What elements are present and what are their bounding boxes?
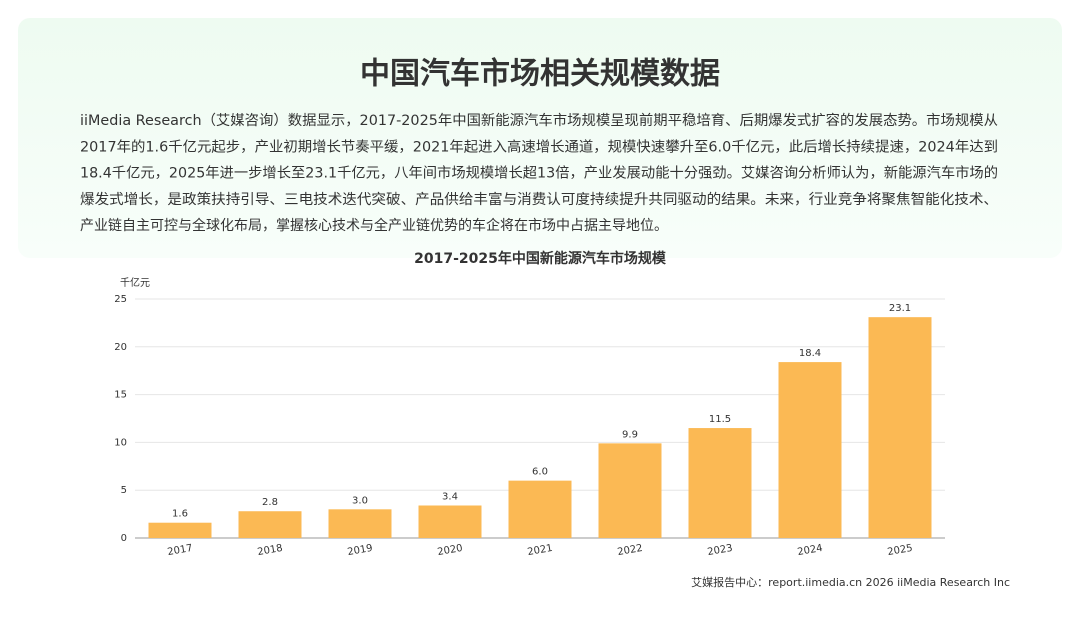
x-tick-label: 2025: [887, 543, 914, 558]
value-label: 18.4: [799, 348, 821, 359]
x-tick-label: 2020: [437, 543, 464, 558]
bar: [238, 511, 302, 538]
x-tick-label: 2019: [347, 543, 374, 558]
value-label: 11.5: [709, 414, 731, 425]
bar: [688, 428, 752, 538]
bar: [328, 509, 392, 538]
x-tick-label: 2017: [167, 543, 194, 558]
heading: 中国汽车市场相关规模数据: [360, 57, 720, 92]
value-label: 23.1: [889, 303, 911, 314]
value-label: 3.4: [442, 491, 458, 502]
paragraph-line: 爆发式增长，是政策扶持引导、三电技术迭代突破、产品供给丰富与消费认可度持续提升共…: [80, 191, 998, 208]
bar: [598, 443, 662, 538]
paragraph-line: 2017年的1.6千亿元起步，产业初期增长节奏平缓，2021年起进入高速增长通道…: [80, 138, 998, 155]
x-tick-label: 2023: [707, 543, 734, 558]
value-label: 6.0: [532, 467, 548, 478]
x-tick-label: 2021: [527, 543, 554, 558]
value-label: 3.0: [352, 495, 368, 506]
paragraph: iiMedia Research（艾媒咨询）数据显示，2017-2025年中国新…: [80, 112, 998, 234]
bar: [868, 317, 932, 538]
y-tick-label: 10: [114, 437, 127, 448]
x-tick-label: 2022: [617, 543, 644, 558]
y-unit: 千亿元: [120, 276, 150, 289]
x-tick-label: 2024: [797, 543, 824, 558]
chart-title: 2017-2025年中国新能源汽车市场规模: [414, 250, 667, 267]
bar: [418, 505, 482, 538]
bar: [148, 522, 212, 538]
y-tick-label: 15: [114, 390, 127, 401]
source: 艾媒报告中心：report.iimedia.cn 2026 iiMedia Re…: [691, 575, 1010, 589]
y-tick-label: 20: [114, 342, 127, 353]
y-tick-label: 25: [114, 294, 127, 305]
header-panel: [18, 18, 1062, 258]
bar: [508, 480, 572, 538]
paragraph-line: 产业链自主可控与全球化布局，掌握核心技术与全产业链优势的车企将在市场中占据主导地…: [80, 217, 668, 234]
bar: [778, 362, 842, 538]
value-label: 9.9: [622, 429, 638, 440]
y-tick-label: 5: [121, 485, 127, 496]
value-label: 2.8: [262, 497, 278, 508]
paragraph-line: iiMedia Research（艾媒咨询）数据显示，2017-2025年中国新…: [80, 112, 998, 129]
paragraph-line: 18.4千亿元，2025年进一步增长至23.1千亿元，八年间市场规模增长超13倍…: [80, 165, 998, 182]
y-tick-label: 0: [121, 533, 127, 544]
x-tick-label: 2018: [257, 543, 284, 558]
value-label: 1.6: [172, 509, 188, 520]
